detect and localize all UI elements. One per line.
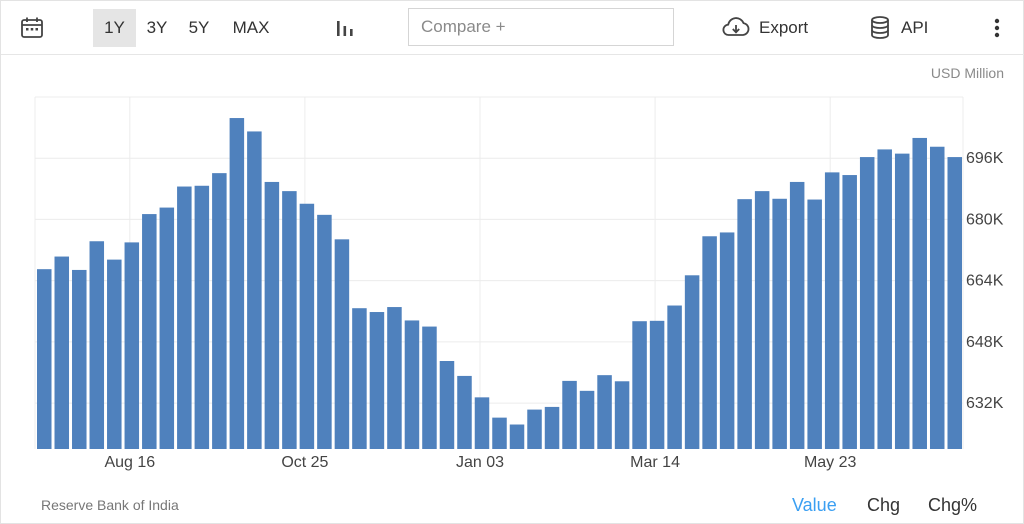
database-icon[interactable]	[869, 15, 891, 41]
bar	[474, 397, 490, 449]
bar	[54, 256, 70, 449]
bar	[842, 175, 857, 449]
bar	[142, 214, 157, 449]
bar	[597, 375, 612, 449]
bar	[719, 232, 735, 449]
bar	[789, 181, 805, 449]
mode-value-button[interactable]: Value	[792, 495, 837, 515]
bar	[929, 146, 945, 449]
bar	[334, 239, 350, 449]
x-tick-label: Mar 14	[630, 454, 680, 471]
bar	[282, 191, 297, 449]
bar	[702, 236, 717, 449]
bar	[894, 153, 910, 449]
bar	[387, 307, 402, 449]
mode-chg-button[interactable]: Chg	[867, 495, 901, 515]
calendar-icon[interactable]	[20, 16, 44, 40]
bar	[824, 172, 840, 450]
x-tick-label: May 23	[804, 454, 857, 471]
x-tick-label: Oct 25	[281, 454, 328, 471]
bar	[877, 149, 892, 449]
bar	[352, 308, 367, 449]
bar	[527, 409, 542, 449]
y-tick-label: 680K	[966, 211, 1004, 228]
toolbar: 1Y 3Y 5Y MAX Export	[1, 1, 1024, 55]
y-tick-label: 648K	[966, 334, 1004, 351]
y-tick-label: 664K	[966, 273, 1004, 290]
bar	[299, 203, 315, 449]
y-tick-label: 696K	[966, 150, 1004, 167]
compare-input[interactable]	[408, 8, 674, 46]
mode-chg-percent-button[interactable]: Chg%	[928, 495, 978, 515]
bar	[912, 137, 927, 449]
range-max-button[interactable]: MAX	[232, 18, 270, 37]
bar	[177, 186, 192, 449]
bar	[72, 269, 87, 449]
bar	[89, 241, 105, 449]
bar	[649, 320, 665, 449]
bar	[229, 118, 245, 449]
unit-label: USD Million	[930, 65, 1004, 81]
bar	[807, 199, 822, 449]
bar	[754, 191, 770, 449]
y-tick-label: 632K	[966, 395, 1004, 412]
bar	[859, 157, 875, 449]
api-button[interactable]: API	[901, 18, 929, 37]
bar	[632, 321, 647, 449]
bar	[544, 406, 560, 449]
export-button[interactable]: Export	[759, 18, 809, 37]
bar	[422, 326, 437, 449]
bar	[562, 380, 577, 449]
bar-chart: 632K 648K 664K 680K 696K Aug 16 Oct 25 Jan 03 Ma…	[34, 96, 1004, 471]
bar	[212, 173, 227, 449]
bar	[737, 199, 752, 449]
bar	[492, 417, 507, 449]
bar	[264, 181, 280, 449]
bar	[37, 269, 52, 449]
bar	[107, 259, 122, 449]
bar	[667, 305, 682, 449]
bar	[579, 390, 595, 449]
range-5y-button[interactable]: 5Y	[188, 18, 210, 37]
bar	[194, 185, 210, 450]
range-3y-button[interactable]: 3Y	[146, 18, 168, 37]
x-tick-label: Aug 16	[104, 454, 155, 471]
x-tick-label: Jan 03	[456, 454, 504, 471]
bar	[457, 375, 472, 449]
bar	[369, 312, 385, 449]
bar	[614, 381, 630, 449]
more-options-icon[interactable]	[989, 17, 1005, 39]
bar	[947, 157, 962, 449]
bar	[159, 207, 175, 449]
bar	[439, 361, 455, 449]
range-1y-button[interactable]: 1Y	[93, 9, 136, 47]
bar	[772, 198, 787, 449]
cloud-download-icon[interactable]	[721, 16, 751, 40]
chart-type-icon[interactable]	[334, 17, 356, 39]
bar	[317, 214, 332, 449]
bar	[509, 424, 525, 449]
bar	[124, 242, 140, 449]
bar	[247, 131, 262, 449]
source-label: Reserve Bank of India	[41, 497, 179, 513]
bar	[404, 320, 420, 449]
bar	[684, 275, 700, 449]
